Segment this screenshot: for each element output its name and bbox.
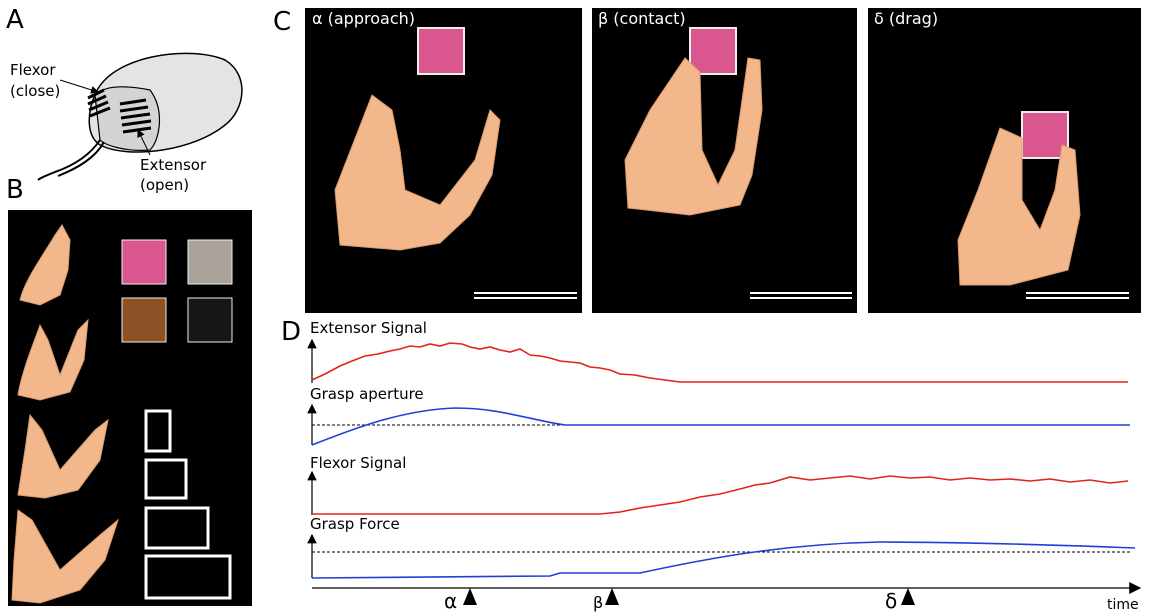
frame-label: α (approach) — [312, 9, 415, 28]
annotation: (close) — [10, 82, 60, 100]
pointer — [60, 80, 98, 92]
cable — [38, 140, 100, 180]
trace-label: Flexor Signal — [310, 454, 406, 472]
event-label: δ — [885, 589, 897, 613]
annotation: (open) — [140, 176, 189, 194]
panel-c: C α (approach) β (contact) δ (drag) — [273, 7, 1141, 313]
panel-label: B — [6, 175, 24, 205]
aperture-trace — [312, 408, 1130, 445]
texture — [188, 298, 232, 342]
annotation: Extensor — [140, 156, 207, 174]
trace-label: Grasp Force — [310, 515, 400, 533]
force-trace — [312, 542, 1135, 578]
trace-label: Extensor Signal — [310, 319, 427, 337]
extensor-trace — [312, 343, 1128, 382]
event-label: β — [593, 593, 603, 612]
threshold — [312, 425, 1130, 552]
figure: A Flexor (close) Extensor (open) B — [0, 0, 1150, 613]
event-label: α — [444, 589, 457, 613]
flexor-trace — [312, 476, 1128, 514]
panel-a: A Flexor (close) Extensor (open) — [6, 5, 242, 194]
event-markers — [463, 588, 915, 605]
panel-label: D — [281, 317, 301, 347]
panel-b: B — [6, 175, 252, 606]
panel-label: A — [6, 5, 24, 35]
trace-label: Grasp aperture — [310, 385, 424, 403]
frame-label: β (contact) — [598, 9, 686, 28]
texture — [122, 240, 166, 284]
texture — [418, 28, 464, 74]
axis-label: time — [1107, 597, 1139, 613]
texture — [690, 28, 736, 74]
texture — [188, 240, 232, 284]
panel-label: C — [273, 7, 291, 37]
annotation: Flexor — [10, 61, 56, 79]
panel-d: D Extensor Signal Grasp aperture Flexor … — [281, 317, 1140, 613]
texture — [122, 298, 166, 342]
frame-label: δ (drag) — [874, 9, 938, 28]
